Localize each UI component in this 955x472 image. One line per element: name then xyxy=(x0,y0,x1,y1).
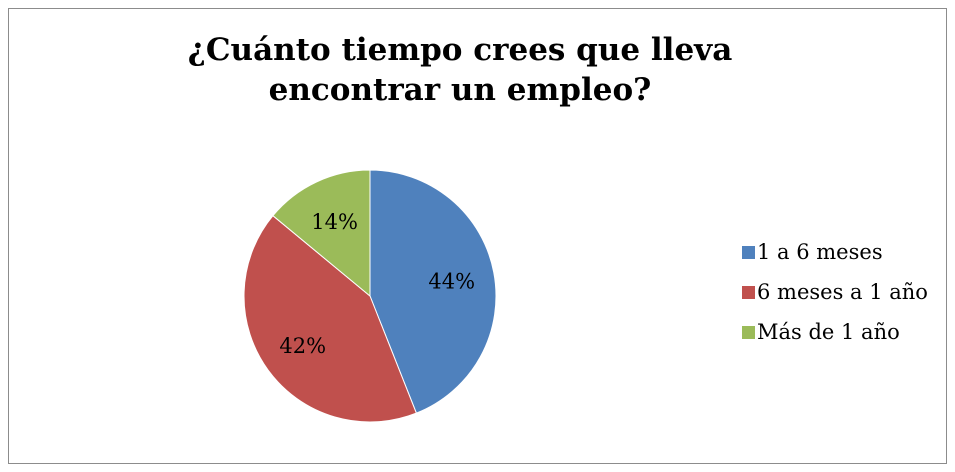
legend-swatch xyxy=(742,285,755,299)
data-label-6-meses-a-1-ano: 42% xyxy=(279,334,326,358)
data-label-1-a-6-meses: 44% xyxy=(428,269,475,293)
legend-swatch xyxy=(742,325,755,339)
data-label-mas-de-1-ano: 14% xyxy=(311,210,358,234)
legend-label: 1 a 6 meses xyxy=(757,240,883,264)
legend-label: 6 meses a 1 año xyxy=(757,280,928,304)
legend-label: Más de 1 año xyxy=(757,320,900,344)
legend-item-1-a-6-meses: 1 a 6 meses xyxy=(742,232,928,272)
pie-slice-6-meses-a-1-ano xyxy=(243,214,418,423)
legend-item-6-meses-a-1-ano: 6 meses a 1 año xyxy=(742,272,928,312)
pie-slice-mas-de-1-ano xyxy=(272,169,371,298)
legend-swatch xyxy=(742,245,755,259)
chart-legend: 1 a 6 meses 6 meses a 1 año Más de 1 año xyxy=(742,232,928,352)
chart-title: ¿Cuánto tiempo crees que lleva encontrar… xyxy=(187,32,733,108)
pie-slice-1-a-6-meses xyxy=(369,169,497,414)
legend-item-mas-de-1-ano: Más de 1 año xyxy=(742,312,928,352)
